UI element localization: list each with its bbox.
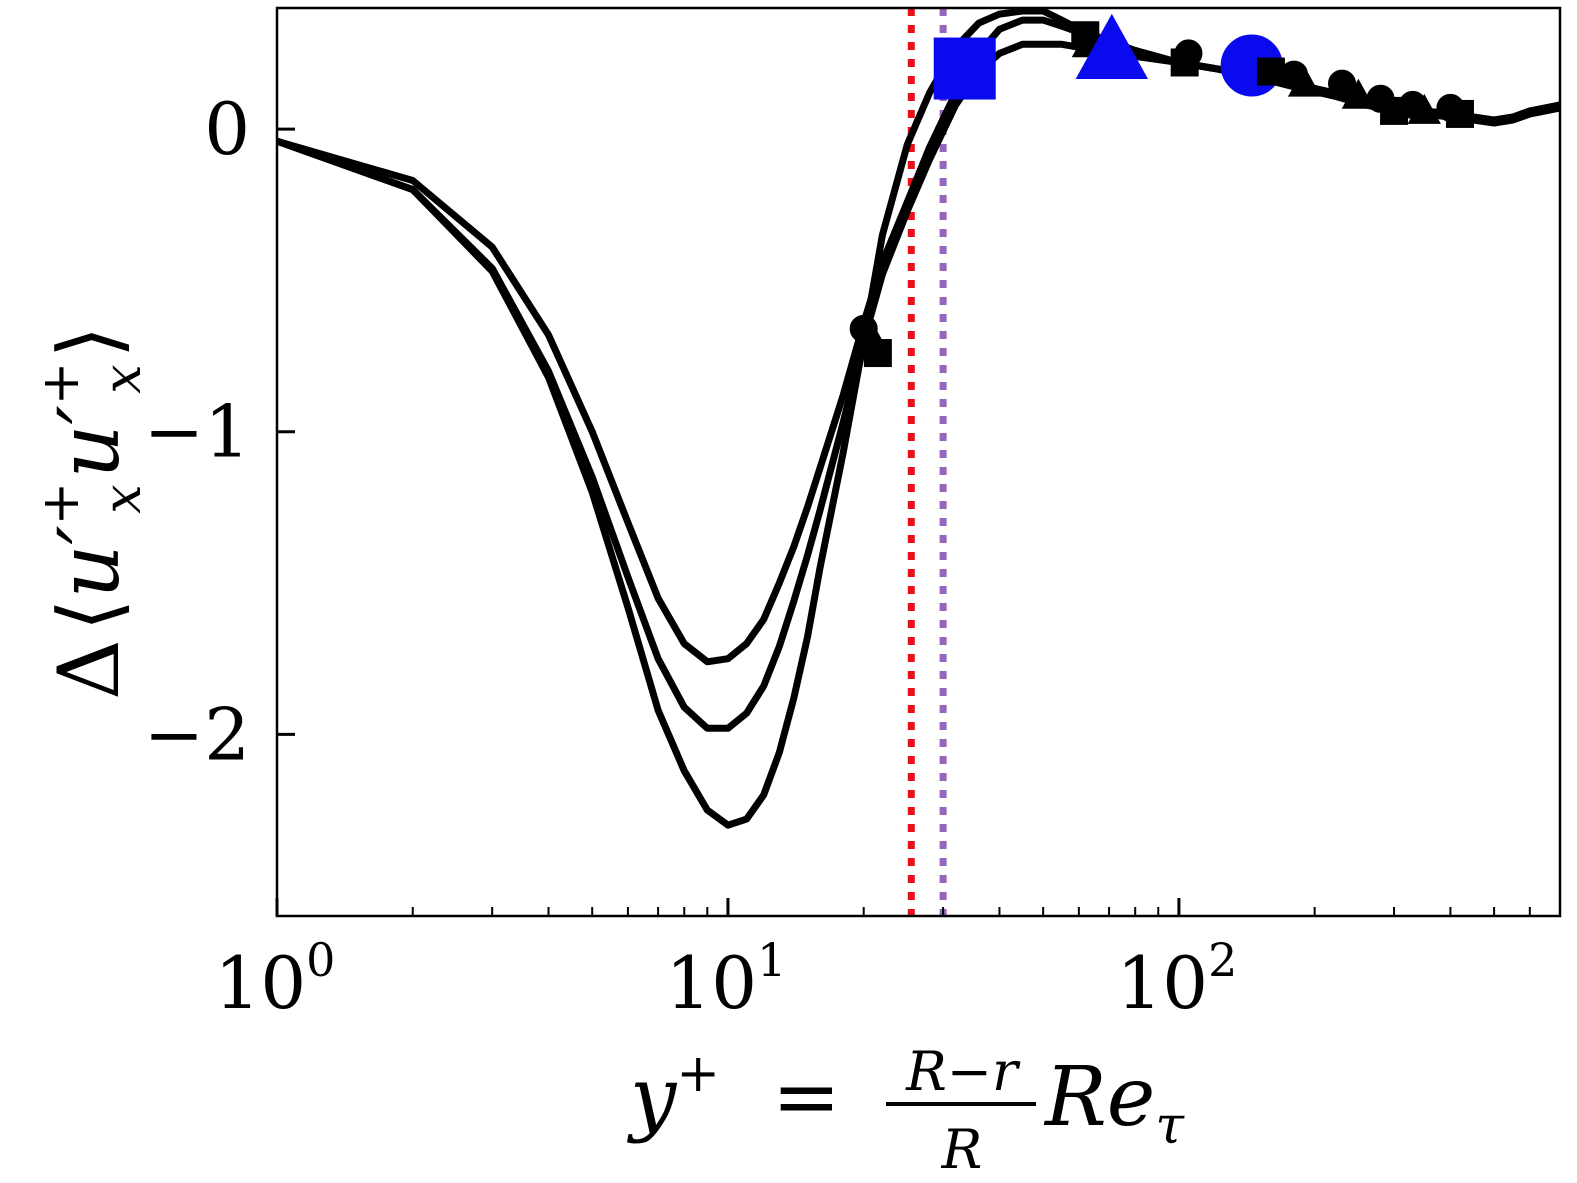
marker-3-1 <box>863 339 892 368</box>
ylabel-sup2: + <box>31 362 91 406</box>
svg-text:y+: y+ <box>626 1044 720 1145</box>
x-tick-label-3: 102 <box>1116 933 1237 1025</box>
series-line-3 <box>277 8 1560 829</box>
xlabel-lhs: y <box>626 1050 678 1145</box>
marker-3-3 <box>933 37 996 100</box>
xlabel-sup: + <box>676 1044 720 1104</box>
marker-3-2 <box>1170 48 1199 77</box>
marker-2-5 <box>1341 78 1376 109</box>
ylabel-u2: u′ <box>40 405 138 478</box>
marker-2-4 <box>1287 66 1322 97</box>
xlabel-den: R <box>941 1118 983 1181</box>
y-axis: 0 −1 −2 <box>144 87 295 776</box>
marker-1-6 <box>1328 69 1357 98</box>
plot-frame <box>275 6 1562 918</box>
x-tick-label-1: 100 <box>215 933 336 1025</box>
x-tick-label-2: 101 <box>665 933 786 1025</box>
svg-text:Reτ: Reτ <box>1043 1050 1185 1156</box>
svg-text:Δ⟨u′+xu′+x⟩: Δ⟨u′+xu′+x⟩ <box>31 326 153 700</box>
ylabel-sup1: + <box>31 482 91 526</box>
marker-2-3 <box>1075 13 1149 79</box>
plot-area <box>275 6 1562 918</box>
y-tick-label-1: 0 <box>204 87 250 171</box>
marker-3-6 <box>1445 99 1474 128</box>
y-axis-title: Δ⟨u′+xu′+x⟩ <box>31 326 153 700</box>
series-line-2 <box>277 40 1560 732</box>
ylabel-delta: Δ <box>40 639 138 700</box>
ylabel-sub2: x <box>93 364 153 393</box>
xlabel-eq: = <box>772 1050 841 1145</box>
xlabel-num: R−r <box>905 1040 1021 1103</box>
y-tick-label-3: −2 <box>144 692 250 776</box>
ylabel-u1: u′ <box>40 525 138 598</box>
x-axis-title: y+ = R−r R Reτ <box>626 1040 1185 1181</box>
xlabel-sub: τ <box>1155 1096 1185 1156</box>
ylabel-open: ⟨ <box>40 599 138 632</box>
y-tick-label-2: −1 <box>144 390 250 474</box>
x-axis: 100 101 102 <box>215 898 1561 1025</box>
marker-2-6 <box>1407 93 1441 124</box>
marker-3-4 <box>1256 57 1285 86</box>
marker-3-5 <box>1380 96 1409 125</box>
ylabel-close: ⟩ <box>40 326 138 359</box>
xlabel-rhs: Re <box>1043 1050 1155 1145</box>
ylabel-sub1: x <box>93 484 153 513</box>
